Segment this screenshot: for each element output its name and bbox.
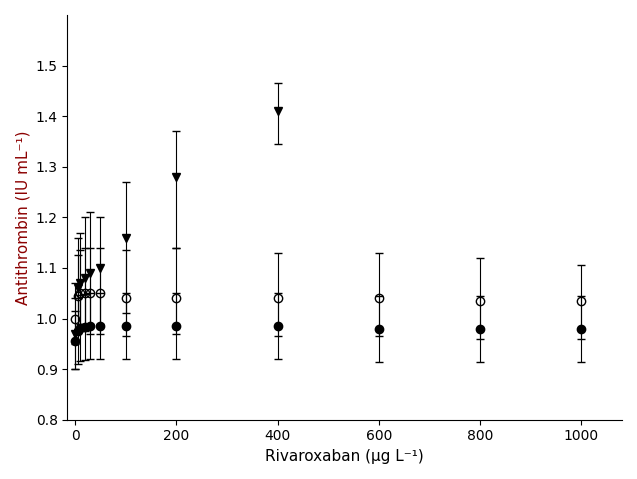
- X-axis label: Rivaroxaban (μg L⁻¹): Rivaroxaban (μg L⁻¹): [266, 449, 424, 464]
- Y-axis label: Antithrombin (IU mL⁻¹): Antithrombin (IU mL⁻¹): [15, 130, 30, 305]
